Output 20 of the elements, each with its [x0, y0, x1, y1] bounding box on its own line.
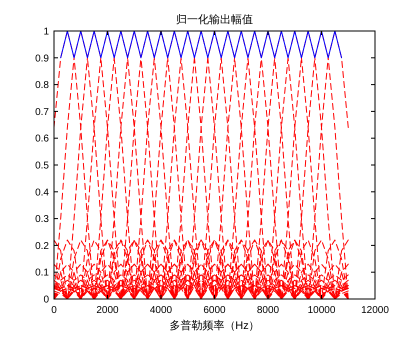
- y-tick-label: 0.2: [35, 240, 50, 252]
- x-tick-label: 4000: [150, 305, 173, 316]
- x-tick-label: 10000: [308, 305, 336, 316]
- y-tick-label: 0.8: [35, 80, 50, 92]
- y-tick-label: 0.7: [35, 106, 50, 118]
- x-tick-label: 6000: [203, 305, 226, 316]
- chart-title: 归一化输出幅值: [176, 13, 253, 26]
- x-tick-label: 2000: [96, 305, 120, 316]
- y-tick-label: 0.6: [35, 134, 50, 145]
- x-tick-label: 0: [51, 305, 58, 316]
- y-tick-label: 0.3: [35, 214, 50, 226]
- y-tick-label: 0.1: [35, 268, 50, 279]
- y-tick-label: 0: [43, 294, 50, 306]
- x-tick-label: 12000: [361, 305, 390, 316]
- x-axis-title: 多普勒频率（Hz）: [169, 319, 260, 332]
- y-tick-label: 0.9: [35, 53, 50, 64]
- x-tick-label: 8000: [256, 305, 280, 316]
- y-tick-label: 0.4: [35, 187, 50, 198]
- y-tick-label: 1: [43, 26, 50, 38]
- y-tick-label: 0.5: [35, 160, 50, 172]
